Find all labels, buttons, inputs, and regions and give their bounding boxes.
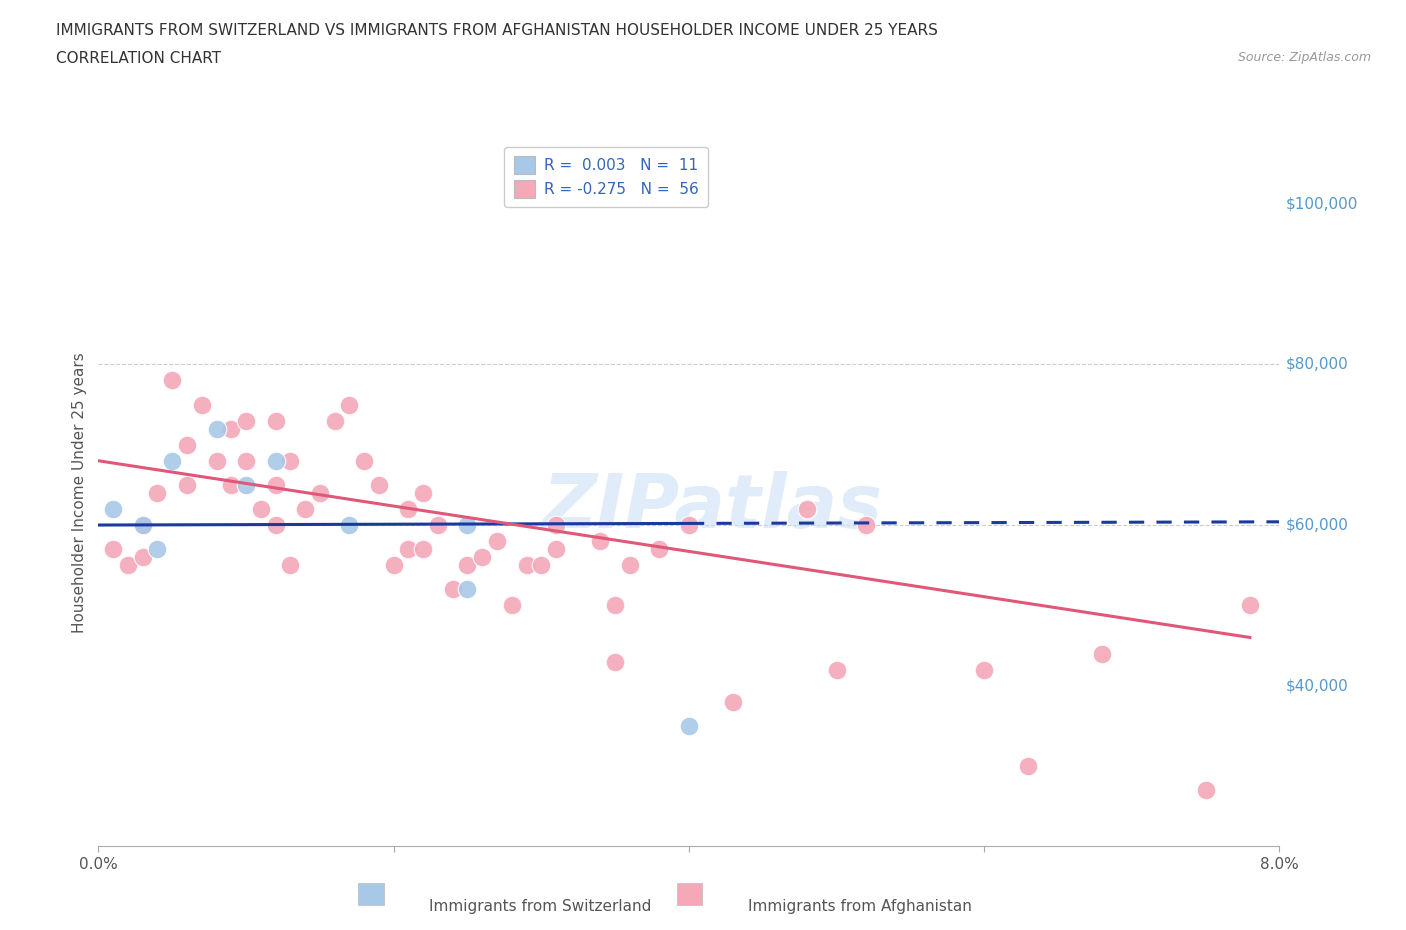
Point: [176, 437, 198, 452]
Point: [456, 582, 478, 597]
Point: [250, 501, 273, 516]
Text: $60,000: $60,000: [1285, 517, 1348, 533]
Point: [382, 558, 405, 573]
Point: [678, 518, 700, 533]
Point: [855, 518, 877, 533]
Point: [235, 477, 257, 492]
Point: [235, 413, 257, 428]
Legend: R =  0.003   N =  11, R = -0.275   N =  56: R = 0.003 N = 11, R = -0.275 N = 56: [505, 147, 709, 206]
Text: $80,000: $80,000: [1285, 357, 1348, 372]
Point: [162, 373, 183, 388]
Point: [264, 453, 287, 468]
Point: [132, 550, 155, 565]
Point: [530, 558, 553, 573]
Point: [678, 718, 700, 733]
Point: [648, 541, 671, 556]
Point: [162, 453, 183, 468]
Point: [456, 518, 478, 533]
Point: [619, 558, 641, 573]
Point: [589, 534, 612, 549]
Point: [278, 558, 301, 573]
Point: [323, 413, 346, 428]
Text: $40,000: $40,000: [1285, 678, 1348, 693]
Point: [973, 662, 995, 677]
Point: [103, 541, 124, 556]
Point: [219, 477, 242, 492]
Point: [396, 541, 419, 556]
Point: [412, 541, 434, 556]
Text: Immigrants from Afghanistan: Immigrants from Afghanistan: [748, 899, 972, 914]
Point: [456, 558, 478, 573]
Point: [264, 477, 287, 492]
Point: [396, 501, 419, 516]
Point: [337, 518, 360, 533]
Point: [117, 558, 139, 573]
Point: [337, 397, 360, 412]
Point: [278, 453, 301, 468]
Point: [353, 453, 375, 468]
Point: [205, 421, 228, 436]
Point: [501, 598, 523, 613]
Point: [605, 654, 627, 669]
Text: CORRELATION CHART: CORRELATION CHART: [56, 51, 221, 66]
Point: [825, 662, 848, 677]
Point: [441, 582, 464, 597]
Point: [294, 501, 316, 516]
Point: [485, 534, 508, 549]
Y-axis label: Householder Income Under 25 years: Householder Income Under 25 years: [72, 352, 87, 633]
Point: [544, 518, 567, 533]
Point: [132, 518, 155, 533]
Point: [205, 453, 228, 468]
Text: Immigrants from Switzerland: Immigrants from Switzerland: [429, 899, 651, 914]
Point: [146, 485, 169, 500]
Point: [426, 518, 449, 533]
Text: $100,000: $100,000: [1285, 196, 1358, 211]
Point: [146, 541, 169, 556]
Point: [264, 518, 287, 533]
Point: [235, 453, 257, 468]
Point: [1239, 598, 1261, 613]
Point: [515, 558, 537, 573]
Point: [471, 550, 494, 565]
Point: [264, 413, 287, 428]
Text: Source: ZipAtlas.com: Source: ZipAtlas.com: [1237, 51, 1371, 64]
Point: [412, 485, 434, 500]
Point: [176, 477, 198, 492]
Point: [308, 485, 332, 500]
Point: [721, 695, 744, 710]
Point: [1091, 646, 1114, 661]
Point: [132, 518, 155, 533]
Point: [191, 397, 214, 412]
Text: IMMIGRANTS FROM SWITZERLAND VS IMMIGRANTS FROM AFGHANISTAN HOUSEHOLDER INCOME UN: IMMIGRANTS FROM SWITZERLAND VS IMMIGRANT…: [56, 23, 938, 38]
Point: [605, 598, 627, 613]
Point: [219, 421, 242, 436]
Point: [544, 541, 567, 556]
Text: ZIPatlas: ZIPatlas: [543, 471, 883, 543]
Point: [1194, 783, 1216, 798]
Point: [796, 501, 818, 516]
Point: [1017, 759, 1039, 774]
Point: [367, 477, 389, 492]
Point: [103, 501, 124, 516]
